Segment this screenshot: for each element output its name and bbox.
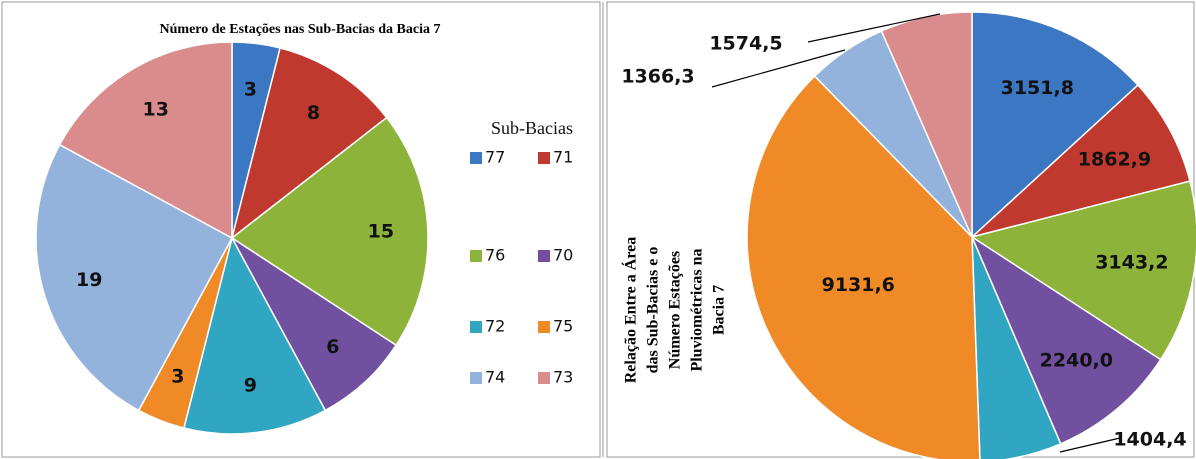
leader-line <box>1059 437 1121 453</box>
pie-slice <box>230 47 388 240</box>
data-label: 13 <box>143 99 169 121</box>
legend-title: Sub-Bacias <box>491 118 573 138</box>
data-label: 3143,2 <box>1095 252 1168 274</box>
leader-line <box>711 49 846 88</box>
legend-label: 75 <box>553 317 573 336</box>
data-label: 19 <box>76 269 102 291</box>
left-panel <box>1 1 601 458</box>
legend-label: 72 <box>485 317 505 336</box>
chart-title: Número Estações <box>667 251 684 369</box>
legend-label: 77 <box>485 148 505 167</box>
leader-line <box>807 13 941 43</box>
data-label: 1574,5 <box>709 33 782 55</box>
legend-swatch <box>470 250 482 262</box>
pie-slice <box>970 235 1162 445</box>
legend-swatch <box>470 321 482 333</box>
data-label: 3 <box>244 79 257 101</box>
pie-slice <box>971 236 1062 459</box>
pie-slice <box>58 41 233 240</box>
chart-title: Relação Entre a Área <box>621 237 640 383</box>
data-label: 2240,0 <box>1040 349 1113 371</box>
legend-swatch <box>538 152 550 164</box>
data-label: 9 <box>244 374 257 396</box>
data-label: 1404,4 <box>1113 429 1186 451</box>
pie-slice <box>971 11 1140 239</box>
data-label: 15 <box>368 220 394 242</box>
legend-swatch <box>470 372 482 384</box>
legend-swatch <box>470 152 482 164</box>
data-label: 1366,3 <box>621 66 694 88</box>
data-label: 6 <box>326 336 339 358</box>
legend-label: 73 <box>553 368 573 387</box>
legend-swatch <box>538 321 550 333</box>
pie-slice <box>35 143 234 412</box>
legend-label: 71 <box>553 148 573 167</box>
chart-title: Pluviométricas na <box>689 248 706 371</box>
legend-label: 70 <box>553 246 573 265</box>
data-label: 3151,8 <box>1001 77 1074 99</box>
data-label: 9131,6 <box>822 274 895 296</box>
pie-slice <box>182 235 327 435</box>
chart-title: das Sub-Bacias e o <box>645 247 662 374</box>
legend-label: 76 <box>485 246 505 265</box>
pie-slice <box>746 75 981 459</box>
legend-label: 74 <box>485 368 505 387</box>
pie-slice <box>970 180 1196 361</box>
legend-swatch <box>538 372 550 384</box>
legend-swatch <box>538 250 550 262</box>
chart-title: Bacia 7 <box>711 285 728 335</box>
data-label: 1862,9 <box>1078 148 1151 170</box>
data-label: 3 <box>171 365 184 387</box>
pie-slice <box>230 116 429 347</box>
pie-slice <box>971 84 1191 238</box>
pie-slice <box>231 237 398 412</box>
data-label: 8 <box>307 102 320 124</box>
chart-title: Número de Estações nas Sub-Bacias da Bac… <box>160 22 441 37</box>
